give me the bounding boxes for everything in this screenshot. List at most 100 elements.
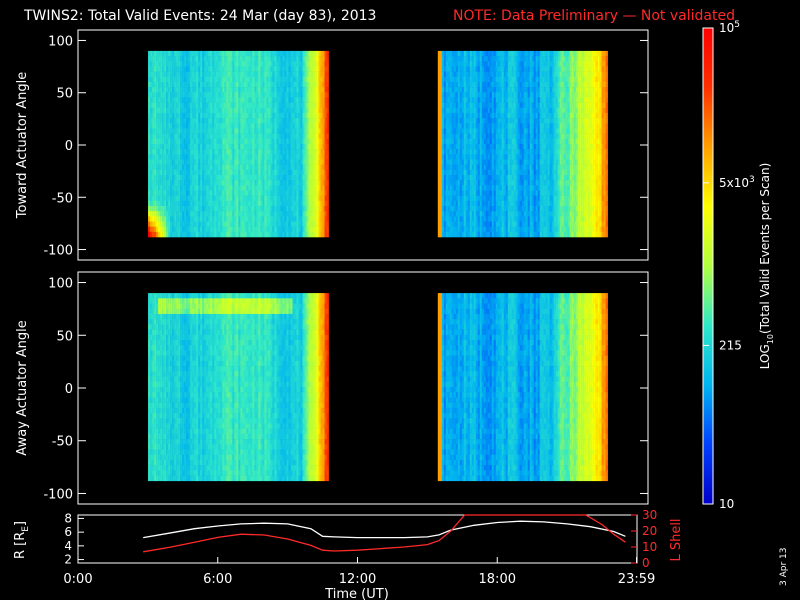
heatmap-cell [240, 128, 243, 134]
heatmap-cell [208, 154, 211, 160]
heatmap-cell [453, 226, 457, 233]
heatmap-cell [318, 221, 321, 227]
heatmap-cell [164, 211, 167, 217]
heatmap-cell [316, 174, 319, 181]
heatmap-cell [278, 226, 281, 233]
heatmap-cell [274, 133, 277, 140]
heatmap-cell [513, 118, 517, 124]
heatmap-cell [248, 56, 251, 62]
heatmap-cell [461, 87, 465, 93]
heatmap-cell [326, 61, 329, 67]
heatmap-cell [148, 61, 151, 67]
heatmap-cell [499, 133, 503, 140]
heatmap-cell [302, 71, 305, 78]
heatmap-cell [441, 133, 445, 140]
heatmap-cell [180, 180, 183, 186]
heatmap-cell [264, 133, 267, 140]
heatmap-cell [501, 159, 505, 165]
heatmap-cell [461, 226, 465, 233]
heatmap-cell [246, 169, 249, 176]
heatmap-cell [286, 143, 289, 150]
heatmap-cell [499, 112, 503, 119]
heatmap-cell [228, 128, 231, 134]
heatmap-cell [439, 231, 443, 238]
heatmap-cell [170, 50, 173, 57]
heatmap-cell [515, 102, 519, 109]
heatmap-cell [318, 211, 321, 217]
heatmap-cell [290, 190, 293, 196]
heatmap-cell [282, 190, 285, 196]
heatmap-cell [156, 66, 159, 72]
heatmap-cell [515, 200, 519, 207]
heatmap-cell [451, 185, 455, 191]
heatmap-cell [298, 76, 301, 83]
heatmap-cell [228, 66, 231, 72]
heatmap-cell [443, 195, 447, 202]
heatmap-cell [230, 159, 233, 165]
heatmap-cell [461, 56, 465, 62]
heatmap-cell [499, 190, 503, 196]
heatmap-cell [154, 112, 157, 119]
heatmap-cell [214, 169, 217, 176]
heatmap-cell [204, 76, 207, 83]
heatmap-cell [176, 195, 179, 202]
heatmap-cell [529, 56, 533, 62]
heatmap-cell [507, 143, 511, 150]
heatmap-cell [302, 190, 305, 196]
heatmap-cell [290, 143, 293, 150]
heatmap-cell [306, 92, 309, 98]
heatmap-cell [190, 143, 193, 150]
heatmap-cell [150, 231, 153, 238]
heatmap-cell [182, 61, 185, 67]
heatmap-cell [214, 71, 217, 78]
heatmap-cell [519, 112, 523, 119]
heatmap-cell [154, 128, 157, 134]
heatmap-cell [260, 185, 263, 191]
heatmap-cell [192, 107, 195, 114]
heatmap-cell [481, 50, 485, 57]
heatmap-cell [162, 226, 165, 233]
heatmap-cell [533, 56, 537, 62]
heatmap-cell [282, 118, 285, 124]
heatmap-cell [230, 231, 233, 238]
heatmap-cell [240, 138, 243, 145]
heatmap-cell [288, 81, 291, 88]
heatmap-cell [465, 97, 469, 103]
heatmap-cell [196, 154, 199, 160]
heatmap-cell [156, 87, 159, 93]
heatmap-cell [174, 76, 177, 83]
heatmap-cell [519, 195, 523, 202]
heatmap-cell [445, 231, 449, 238]
heatmap-cell [164, 149, 167, 155]
heatmap-cell [200, 107, 203, 114]
heatmap-cell [324, 216, 327, 222]
heatmap-cell [180, 221, 183, 227]
heatmap-cell [525, 174, 529, 181]
heatmap-cell [260, 169, 263, 176]
heatmap-cell [439, 149, 443, 155]
heatmap-cell [188, 195, 191, 202]
heatmap-cell [457, 87, 461, 93]
heatmap-cell [449, 102, 453, 109]
heatmap-cell [222, 149, 225, 155]
heatmap-cell [294, 87, 297, 93]
heatmap-cell [525, 185, 529, 191]
heatmap-cell [226, 180, 229, 186]
heatmap-cell [308, 128, 311, 134]
heatmap-cell [443, 102, 447, 109]
heatmap-cell [188, 97, 191, 103]
heatmap-cell [268, 61, 271, 67]
heatmap-cell [258, 123, 261, 129]
heatmap-cell [226, 81, 229, 88]
heatmap-cell [481, 221, 485, 227]
heatmap-cell [497, 195, 501, 202]
heatmap-cell [156, 221, 159, 227]
heatmap-cell [517, 138, 521, 145]
heatmap-cell [310, 50, 313, 57]
heatmap-cell [481, 149, 485, 155]
heatmap-cell [162, 128, 165, 134]
heatmap-cell [461, 143, 465, 150]
heatmap-cell [296, 92, 299, 98]
heatmap-cell [240, 61, 243, 67]
heatmap-cell [188, 66, 191, 72]
